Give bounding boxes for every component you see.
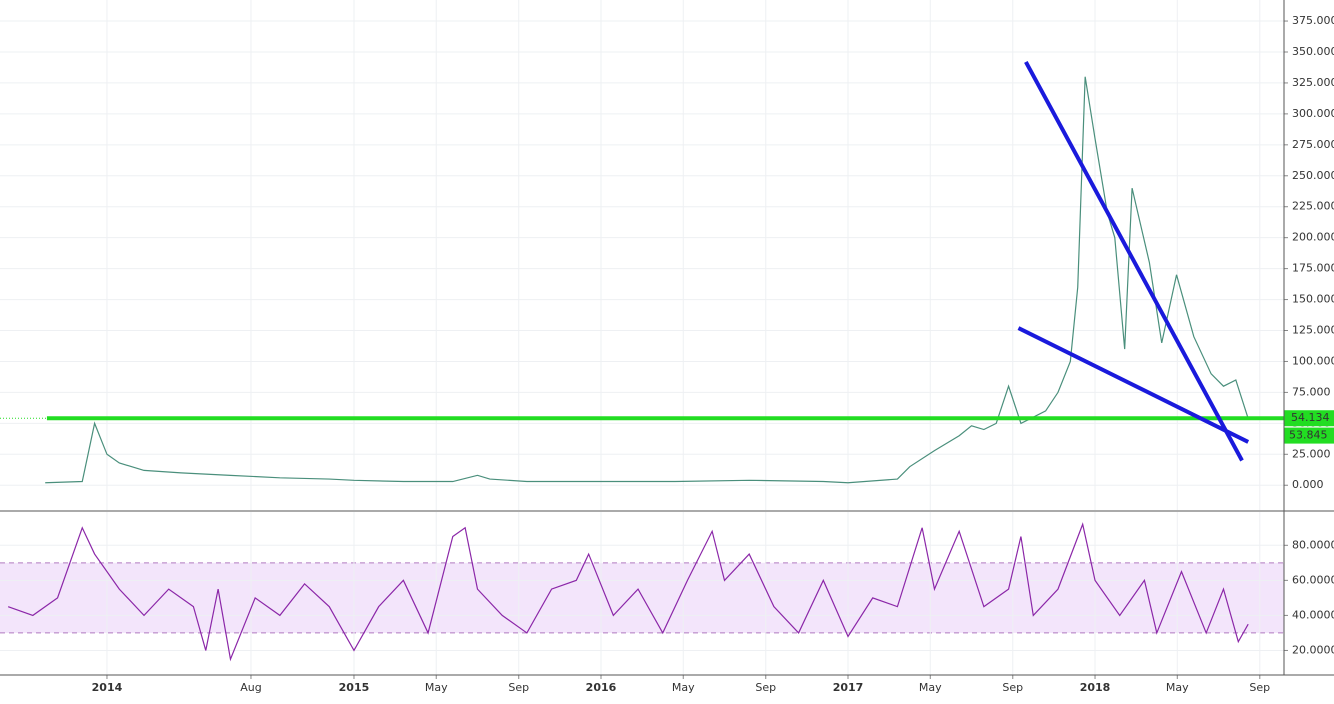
x-tick-label: Sep (1002, 681, 1023, 694)
last-price-box (1284, 427, 1334, 444)
x-tick-label: May (919, 681, 942, 694)
y-tick-label: 80.0000 (1292, 538, 1334, 551)
y-tick-label: 200.000 (1292, 231, 1334, 244)
y-tick-label: 375.000 (1292, 14, 1334, 27)
y-tick-label: 225.000 (1292, 200, 1334, 213)
y-tick-label: 350.000 (1292, 45, 1334, 58)
x-tick-label: 2016 (586, 681, 617, 694)
price-label-box (1284, 410, 1334, 427)
y-tick-label: 100.000 (1292, 354, 1334, 367)
price-label: 54.134 (1291, 411, 1330, 424)
y-tick-label: 125.000 (1292, 324, 1334, 337)
rsi-band (0, 562, 1284, 633)
x-tick-label: May (425, 681, 448, 694)
y-tick-label: 175.000 (1292, 262, 1334, 275)
y-tick-label: 300.000 (1292, 107, 1334, 120)
y-tick-label: 150.000 (1292, 293, 1334, 306)
trend-line (1017, 326, 1250, 444)
x-tick-label: Sep (508, 681, 529, 694)
trend-line (1024, 60, 1244, 462)
x-tick-label: Aug (240, 681, 261, 694)
x-tick-label: 2018 (1080, 681, 1111, 694)
y-tick-label: 25.000 (1292, 447, 1331, 460)
y-tick-label: 0.000 (1292, 478, 1324, 491)
y-tick-label: 75.000 (1292, 385, 1331, 398)
x-tick-label: 2017 (833, 681, 864, 694)
x-tick-label: May (672, 681, 695, 694)
y-tick-label: 250.000 (1292, 169, 1334, 182)
y-tick-label: 325.000 (1292, 76, 1334, 89)
x-tick-label: Sep (755, 681, 776, 694)
x-tick-label: Sep (1249, 681, 1270, 694)
last-price-label: 53.845 (1289, 429, 1328, 442)
x-tick-label: May (1166, 681, 1189, 694)
x-tick-label: 2015 (339, 681, 370, 694)
price-line (45, 76, 1249, 484)
y-tick-label: 60.0000 (1292, 573, 1334, 586)
y-tick-label: 20.0000 (1292, 643, 1334, 656)
y-tick-label: 275.000 (1292, 138, 1334, 151)
x-tick-label: 2014 (92, 681, 123, 694)
y-tick-label: 40.0000 (1292, 608, 1334, 621)
price-line (7, 522, 1249, 662)
